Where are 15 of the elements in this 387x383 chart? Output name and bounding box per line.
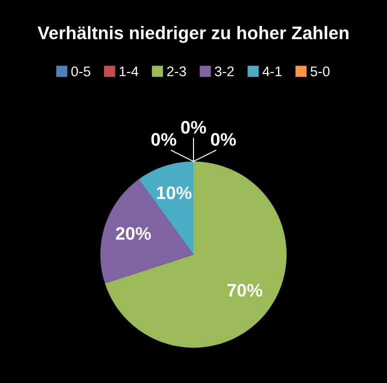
legend-label: 5-0 bbox=[310, 66, 330, 76]
pie-slice bbox=[100, 179, 194, 284]
legend-label: 4-1 bbox=[262, 66, 282, 76]
data-label: 70% bbox=[227, 284, 262, 297]
data-label: 10% bbox=[157, 186, 192, 200]
legend-label: 3-2 bbox=[214, 66, 234, 76]
text: 0% bbox=[210, 133, 236, 146]
legend-label: 2-3 bbox=[167, 66, 186, 76]
chart-title: Verhältnis niedriger zu hoher Zahlen bbox=[38, 26, 348, 43]
data-label: 20% bbox=[116, 227, 151, 240]
pie-slice bbox=[104, 161, 287, 348]
text: 0% bbox=[181, 120, 206, 134]
legend-label: 0-5 bbox=[71, 66, 90, 76]
text: 0% bbox=[151, 133, 176, 146]
legend-label: 1-4 bbox=[120, 66, 138, 76]
